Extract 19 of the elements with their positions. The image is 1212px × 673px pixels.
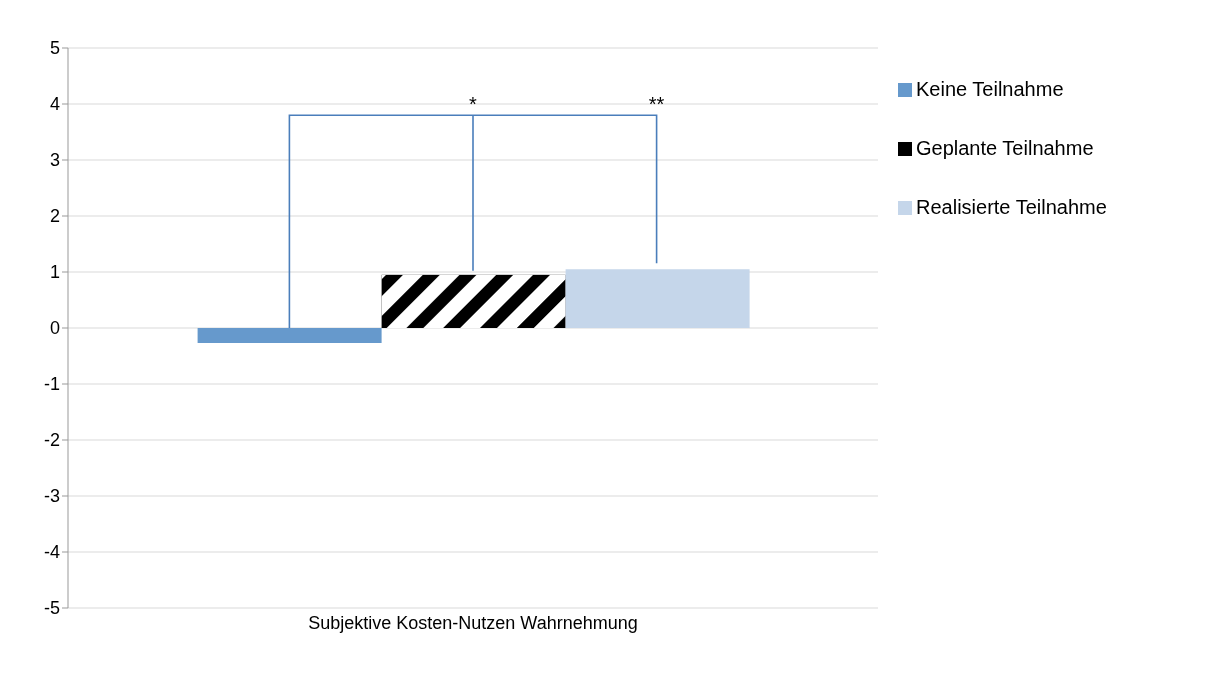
y-tick-label: 3 [49, 150, 60, 171]
y-tick-label: -4 [43, 542, 60, 563]
y-tick-label: -5 [43, 598, 60, 619]
y-tick-label: -3 [43, 486, 60, 507]
legend-label: Geplante Teilnahme [916, 137, 1094, 160]
legend-label: Keine Teilnahme [916, 78, 1064, 101]
y-tick-label: 5 [49, 38, 60, 59]
y-tick-label: -1 [43, 374, 60, 395]
annotation: ** [648, 93, 665, 116]
bar [565, 269, 750, 328]
y-tick-label: 2 [49, 206, 60, 227]
y-tick-label: -2 [43, 430, 60, 451]
legend-label: Realisierte Teilnahme [916, 196, 1107, 219]
y-tick-label: 0 [49, 318, 60, 339]
x-tick-label: Subjektive Kosten-Nutzen Wahrnehmung [308, 612, 638, 633]
annotation: * [469, 93, 478, 116]
y-tick-label: 1 [49, 262, 60, 283]
y-tick-label: 4 [49, 94, 60, 115]
bar [197, 328, 382, 344]
